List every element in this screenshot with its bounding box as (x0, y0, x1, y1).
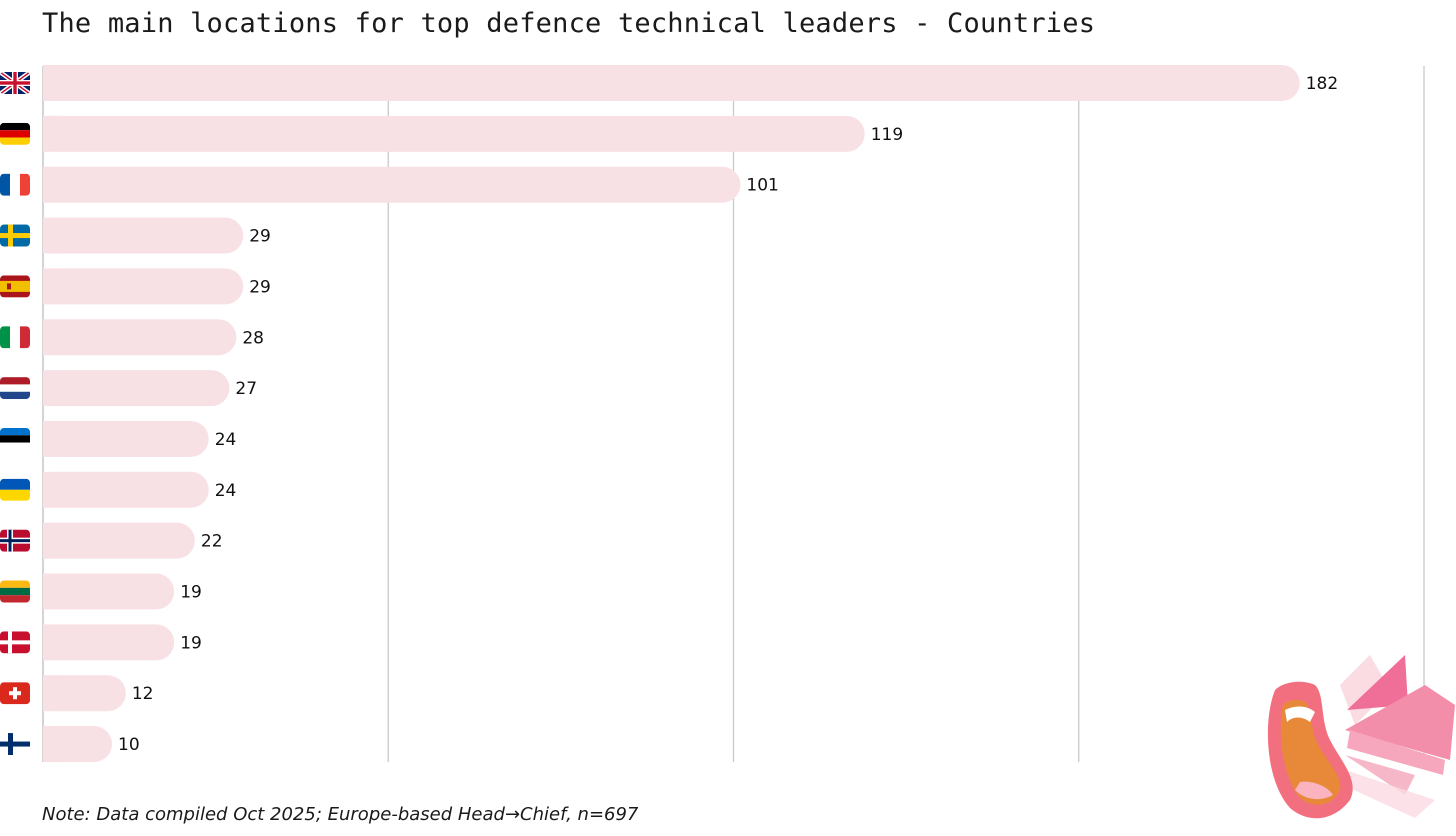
bar-gb (43, 65, 1300, 101)
bar-base-lt (43, 573, 61, 610)
ch-flag-icon (0, 682, 30, 705)
value-label: 101 (746, 176, 778, 196)
bar-base-fi (43, 726, 61, 763)
value-labels: 182 119 101 29 29 28 27 24 24 22 19 19 12 10 (118, 74, 1338, 755)
value-label: 19 (180, 583, 202, 603)
bar-no (43, 522, 195, 559)
se-flag-icon (0, 224, 30, 247)
bar-base-ee (43, 420, 61, 457)
lt-flag-icon (0, 580, 30, 603)
ua-flag-icon (0, 478, 30, 501)
gb-flag-icon (0, 72, 30, 94)
footnote: Note: Data compiled Oct 2025; Europe-bas… (42, 804, 639, 825)
value-label: 27 (235, 379, 257, 399)
value-label: 24 (215, 481, 237, 501)
bar-nl (43, 370, 230, 407)
bar-ua (43, 471, 209, 508)
mouth-illustration-icon (1267, 655, 1455, 819)
no-flag-icon (0, 529, 30, 552)
value-label: 19 (180, 633, 202, 653)
value-label: 10 (118, 735, 140, 755)
fi-flag-icon (0, 733, 30, 756)
bar-dk (43, 624, 175, 661)
bar-se (43, 217, 244, 254)
bar-base-ua (43, 471, 61, 508)
value-label: 29 (249, 277, 271, 297)
bar-base-de (43, 115, 61, 152)
nl-flag-icon (0, 377, 30, 400)
dk-flag-icon (0, 631, 30, 654)
bar-base-it (43, 319, 61, 356)
de-flag-icon (0, 122, 30, 145)
bar-base-dk (43, 624, 61, 661)
bar-fr (43, 166, 741, 203)
bar-base-no (43, 522, 61, 559)
ee-flag-icon (0, 427, 30, 450)
bar-ch (43, 675, 126, 712)
it-flag-icon (0, 326, 30, 349)
bar-base-ch (43, 675, 61, 712)
es-flag-icon (0, 275, 30, 298)
value-label: 28 (242, 328, 264, 348)
fr-flag-icon (0, 173, 30, 196)
bar-base-gb (43, 65, 61, 101)
value-label: 119 (871, 125, 903, 145)
flag-icons (0, 72, 30, 756)
bar-lt (43, 573, 175, 610)
bar-base-fr (43, 166, 61, 203)
bar-base-se (43, 217, 61, 254)
bar-it (43, 319, 237, 356)
bars (43, 65, 1300, 763)
chart-title: The main locations for top defence techn… (42, 8, 1096, 39)
bar-ee (43, 420, 209, 457)
value-label: 24 (215, 430, 237, 450)
value-label: 22 (201, 532, 223, 552)
bar-base-nl (43, 370, 61, 407)
bar-de (43, 115, 865, 152)
value-label: 12 (132, 684, 154, 704)
bar-base-es (43, 268, 61, 305)
value-label: 29 (249, 227, 271, 247)
value-label: 182 (1306, 74, 1338, 94)
bar-es (43, 268, 244, 305)
